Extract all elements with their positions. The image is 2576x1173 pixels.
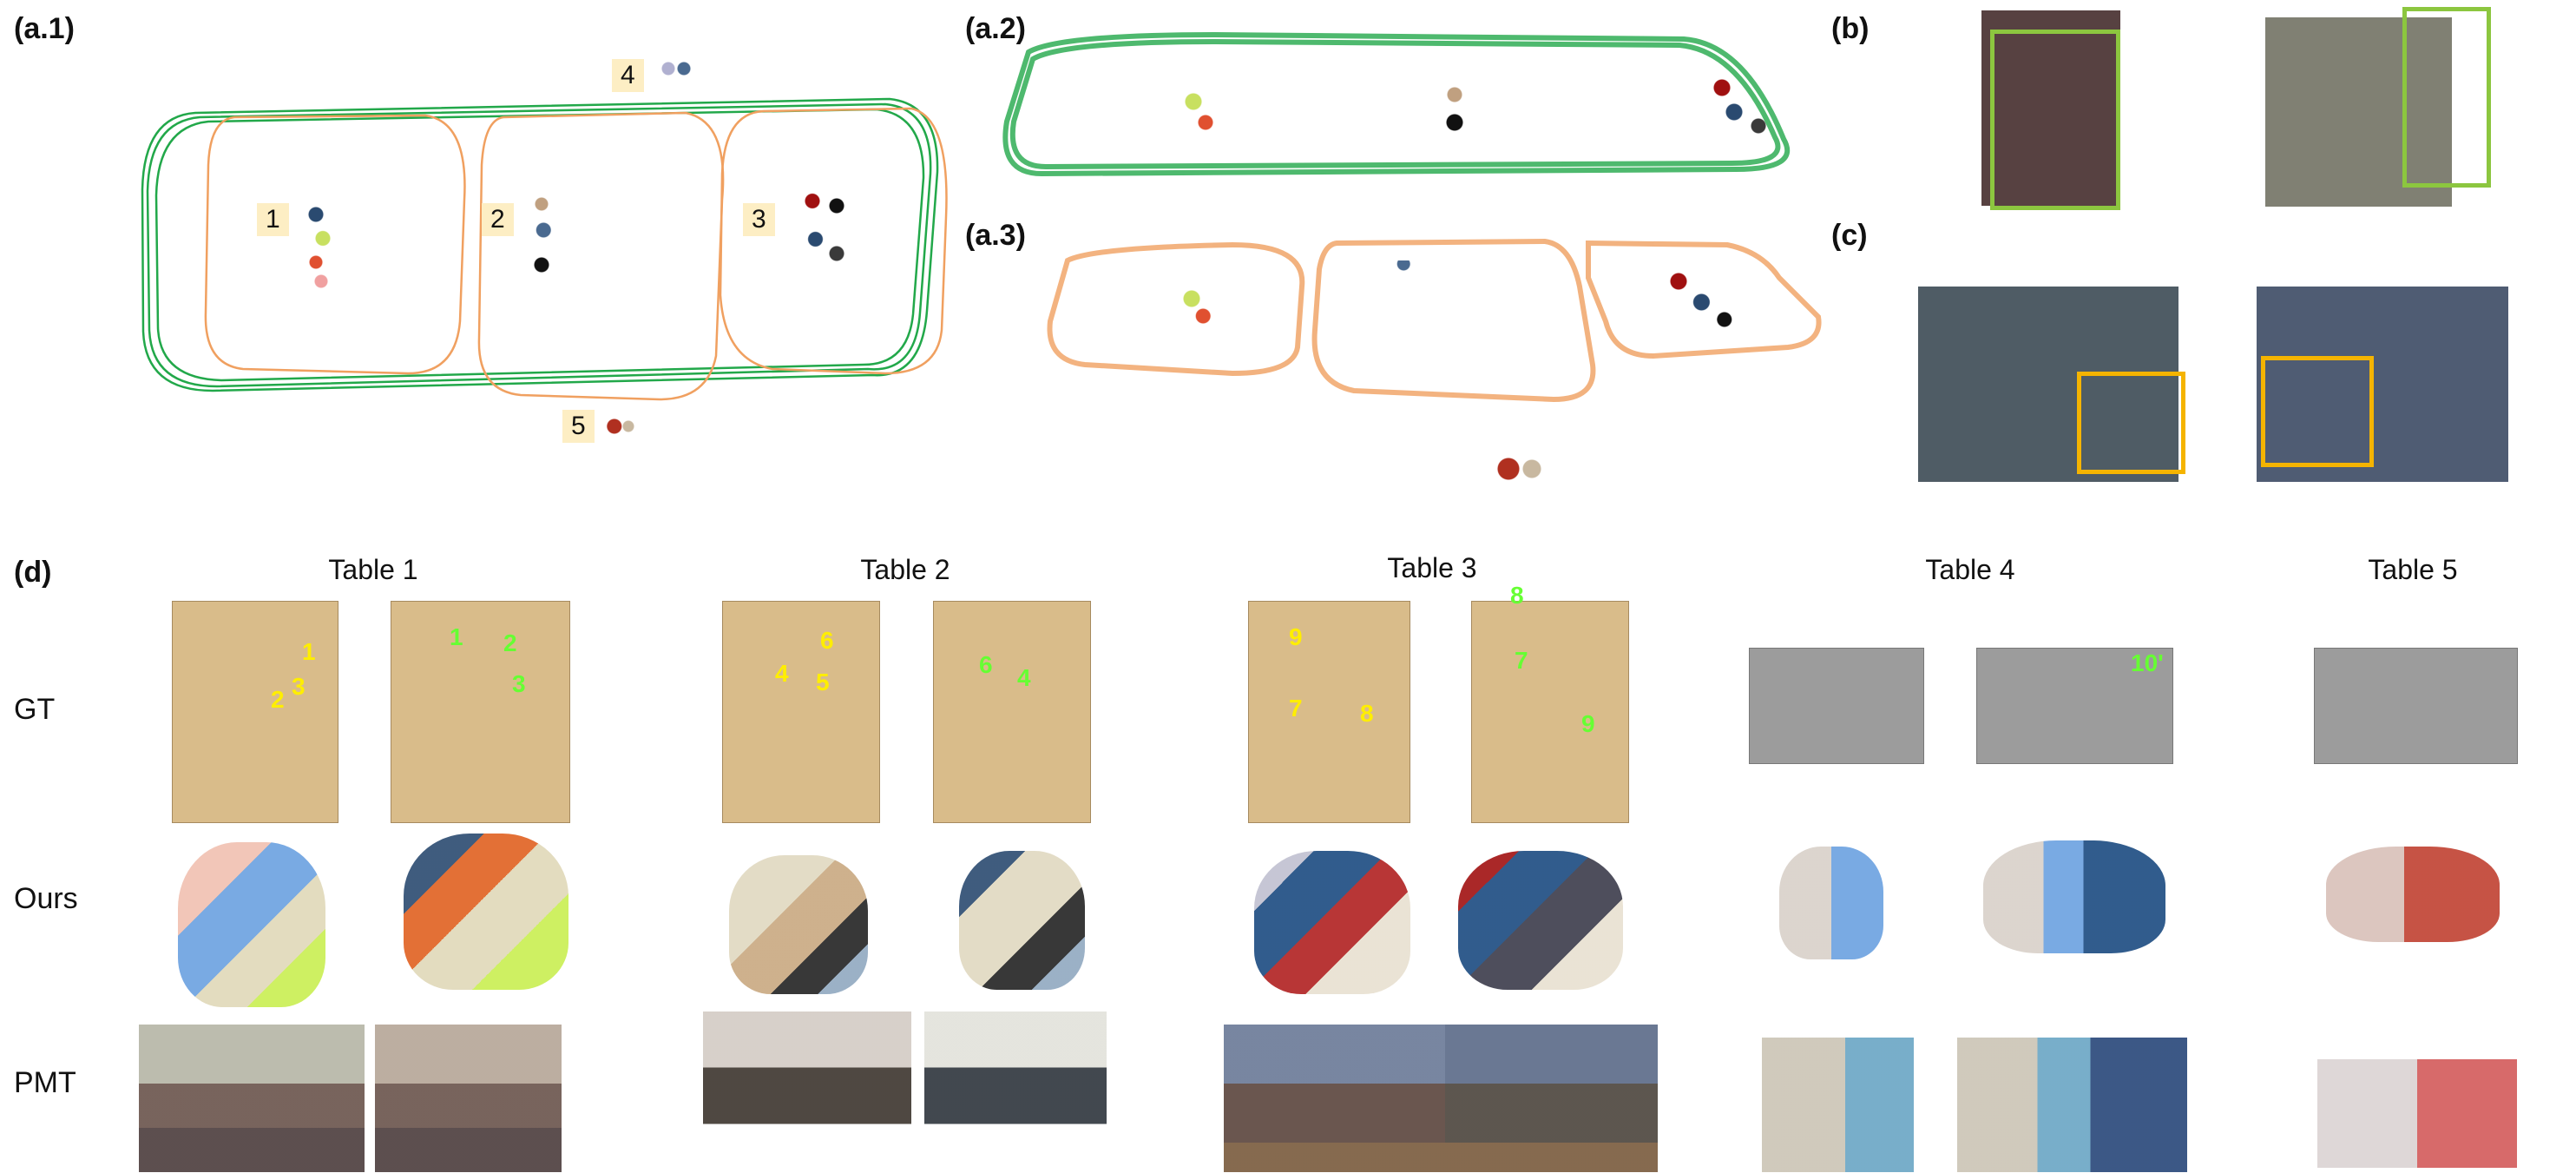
c-recon-left [1918, 287, 2178, 482]
pmt-table3-b [1445, 1025, 1658, 1172]
obj-id: 7 [1289, 695, 1303, 722]
b-recon-right [2265, 17, 2452, 207]
table-title-4: Table 4 [1925, 554, 2015, 585]
obj-id: 10' [2131, 649, 2164, 676]
a3-objects [1163, 260, 1736, 330]
c-box-right [2261, 356, 2374, 467]
a1-objects-table4 [658, 59, 693, 78]
ours-table1-b [404, 834, 568, 990]
obj-id: 7 [1515, 647, 1528, 674]
table-badge-1: 1 [257, 203, 289, 236]
a1-objects-table5 [605, 417, 636, 436]
obj-id: 9 [1289, 623, 1303, 650]
gt-photo-table5 [2314, 648, 2518, 764]
ours-table2-b [959, 851, 1085, 990]
b-box-right [2402, 7, 2491, 188]
gt-photo-table3-a [1248, 601, 1410, 823]
pmt-table4-b [1957, 1038, 2187, 1172]
gt-photo-table2-a [722, 601, 880, 823]
pmt-table1-b [375, 1025, 562, 1172]
b-box-left [1990, 30, 2120, 210]
gt-photo-table4-a [1749, 648, 1924, 764]
row-label-ours: Ours [14, 882, 78, 915]
obj-id: 2 [271, 686, 285, 713]
obj-id: 1 [302, 638, 316, 665]
row-label-gt: GT [14, 693, 56, 726]
pmt-table2-b [924, 1012, 1107, 1172]
panel-label-a3: (a.3) [965, 219, 1026, 252]
gt-photo-table2-b [933, 601, 1091, 823]
gt-photo-table1-b [391, 601, 570, 823]
obj-id: 6 [820, 627, 834, 654]
a3-objects-table5 [1493, 456, 1545, 482]
obj-id: 6 [979, 651, 993, 678]
table-title-1: Table 1 [328, 554, 418, 585]
a1-objects-table2 [526, 191, 565, 278]
pmt-table3-a [1224, 1025, 1445, 1172]
gt-photo-table1-a [172, 601, 338, 823]
ours-table5 [2326, 847, 2500, 942]
ours-table2-a [729, 855, 868, 994]
table-badge-4: 4 [612, 59, 644, 92]
a1-objects-table1 [302, 195, 337, 291]
panel-label-b: (b) [1831, 12, 1870, 45]
obj-id: 9 [1581, 710, 1595, 737]
table-badge-2: 2 [482, 203, 514, 236]
ours-table3-b [1458, 851, 1623, 990]
table-title-5: Table 5 [2368, 554, 2458, 585]
obj-id: 8 [1510, 582, 1524, 609]
panel-label-c: (c) [1831, 219, 1868, 252]
pmt-table2-a [703, 1012, 911, 1172]
pmt-table5 [2317, 1059, 2517, 1168]
pmt-table1-a [139, 1025, 365, 1172]
table-title-2: Table 2 [860, 554, 950, 585]
ours-table4-b [1983, 840, 2165, 953]
a2-objects [1163, 74, 1771, 143]
a1-green-trajectory [141, 97, 939, 392]
table-title-3: Table 3 [1387, 552, 1477, 583]
gt-photo-table4-b [1976, 648, 2173, 764]
ours-table4-a [1779, 847, 1883, 959]
obj-id: 2 [503, 629, 517, 656]
table-badge-3: 3 [743, 203, 775, 236]
b-recon-left [1981, 10, 2120, 206]
a1-orange-trajectory [204, 107, 948, 401]
obj-id: 4 [775, 660, 789, 687]
row-label-pmt: PMT [14, 1066, 76, 1099]
obj-id: 4 [1017, 664, 1031, 691]
c-recon-right [2257, 287, 2508, 482]
gt-photo-table3-b [1471, 601, 1629, 823]
c-box-left [2077, 372, 2185, 474]
panel-label-a1: (a.1) [14, 12, 75, 45]
obj-id: 1 [450, 623, 463, 650]
obj-id: 3 [292, 673, 306, 700]
table-badge-5: 5 [562, 410, 595, 443]
panel-label-a2: (a.2) [965, 12, 1026, 45]
ours-table3-a [1254, 851, 1410, 994]
panel-label-d: (d) [14, 556, 52, 589]
obj-id: 5 [816, 669, 830, 695]
pmt-table4-a [1762, 1038, 1914, 1172]
a1-objects-table3 [794, 187, 855, 282]
obj-id: 3 [512, 670, 526, 697]
obj-id: 8 [1360, 700, 1374, 727]
ours-table1-a [178, 842, 325, 1007]
